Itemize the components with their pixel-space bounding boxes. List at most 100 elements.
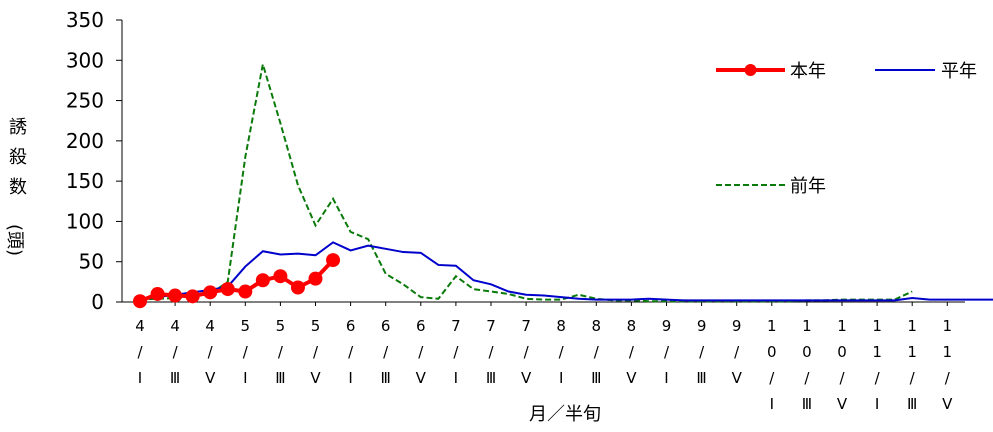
x-tick-label: 4 / Ⅰ	[135, 317, 145, 387]
x-tick-label-line: Ⅴ	[837, 395, 848, 413]
data-point	[255, 273, 270, 288]
x-tick-label-line: Ⅴ	[416, 369, 427, 387]
x-tick-label: 6 / Ⅰ	[346, 317, 356, 387]
x-tick-label: 9 / Ⅲ	[696, 317, 706, 387]
x-tick-label-line: /	[664, 343, 670, 361]
y-axis-label-char: 誘	[9, 117, 27, 138]
x-tick-label-line: 5	[241, 317, 251, 335]
data-point	[133, 294, 147, 309]
x-tick-label-line: 1	[907, 317, 917, 335]
data-point	[238, 284, 253, 299]
x-tick-label: 6 / Ⅴ	[416, 317, 427, 387]
x-tick-label-line: 1	[872, 317, 882, 335]
x-tick-label-line: Ⅰ	[770, 395, 774, 413]
axes	[121, 20, 965, 303]
series-average-year	[139, 241, 993, 302]
x-tick-label: 1 0 / Ⅴ	[837, 317, 848, 413]
y-axis-label-char: 数	[9, 177, 27, 198]
x-tick-label-line: 4	[205, 317, 215, 335]
x-tick-label-line: Ⅲ	[381, 369, 391, 387]
x-tick-label: 1 1 / Ⅰ	[872, 317, 882, 413]
x-tick-label-line: 8	[556, 317, 566, 335]
data-point	[308, 271, 323, 286]
x-tick-label-line: 1	[907, 343, 917, 361]
x-tick-label-line: 9	[732, 317, 742, 335]
x-tick-label: 6 / Ⅲ	[381, 317, 391, 387]
x-tick-label-line: /	[278, 343, 284, 361]
x-tick-label-line: /	[173, 343, 179, 361]
x-tick-label-line: 4	[170, 317, 180, 335]
x-tick-label-line: Ⅴ	[521, 369, 532, 387]
x-tick-label: 7 / Ⅴ	[521, 317, 532, 387]
x-tick-label-line: /	[699, 343, 705, 361]
x-tick-label-line: 6	[416, 317, 426, 335]
x-tick-label-line: /	[594, 343, 600, 361]
x-tick-label-line: /	[945, 369, 951, 387]
data-point	[168, 288, 183, 303]
x-tick-label: 5 / Ⅴ	[310, 317, 321, 387]
x-tick-label: 4 / Ⅲ	[170, 317, 180, 387]
legend-item: 前年	[716, 176, 826, 197]
x-tick-label-line: /	[804, 369, 810, 387]
x-tick-label-line: 7	[521, 317, 531, 335]
legend-label: 平年	[941, 61, 977, 82]
x-tick-label: 5 / Ⅲ	[275, 317, 285, 387]
x-tick-label-line: Ⅲ	[275, 369, 285, 387]
data-point	[185, 289, 200, 304]
x-tick-label-line: Ⅲ	[907, 395, 917, 413]
x-tick-label-line: Ⅲ	[591, 369, 601, 387]
x-tick-label-line: /	[488, 343, 494, 361]
x-tick-label-line: Ⅰ	[348, 369, 352, 387]
x-tick-label-line: /	[348, 343, 354, 361]
x-tick-label-line: Ⅰ	[875, 395, 879, 413]
x-tick-label: 1 0 / Ⅲ	[802, 317, 812, 413]
x-tick-label-line: Ⅴ	[205, 369, 216, 387]
x-tick-label-line: /	[769, 369, 775, 387]
data-point	[150, 286, 165, 301]
data-point	[273, 269, 288, 284]
legend-label: 前年	[790, 176, 826, 197]
x-tick-label-line: 0	[837, 343, 847, 361]
x-tick-label-line: 6	[346, 317, 356, 335]
x-tick-label: 5 / Ⅰ	[241, 317, 251, 387]
x-tick-label-line: Ⅰ	[243, 369, 247, 387]
x-tick-label-line: /	[839, 369, 845, 387]
x-tick-label-line: 1	[872, 343, 882, 361]
legend-marker	[744, 64, 757, 76]
x-tick-label-line: 9	[697, 317, 707, 335]
x-tick-label-line: 1	[943, 343, 953, 361]
y-axis-label: 誘 殺 数 (頭)	[4, 117, 27, 256]
plot-area	[133, 64, 993, 309]
y-tick-label: 0	[91, 290, 104, 314]
x-tick-label-line: Ⅴ	[310, 369, 321, 387]
x-tick-label-line: /	[453, 343, 459, 361]
x-tick-label-line: Ⅰ	[138, 369, 142, 387]
y-tick-label: 250	[66, 89, 104, 113]
x-tick-label-line: 8	[592, 317, 602, 335]
x-tick-label-line: /	[208, 343, 214, 361]
x-tick-label-line: Ⅴ	[732, 369, 743, 387]
y-tick-label: 350	[66, 8, 104, 32]
x-tick-label-line: Ⅴ	[626, 369, 637, 387]
x-tick-label-line: /	[418, 343, 424, 361]
x-tick-label-line: Ⅰ	[559, 369, 563, 387]
y-axis-label-char: 殺	[9, 147, 27, 168]
x-tick-label-line: 6	[381, 317, 391, 335]
series-line	[139, 241, 993, 302]
legend-label: 本年	[790, 61, 826, 82]
x-tick-label-line: Ⅲ	[696, 369, 706, 387]
x-tick-label-line: 8	[627, 317, 637, 335]
y-tick-label: 150	[66, 169, 104, 193]
x-tick-label-line: 1	[767, 317, 777, 335]
x-tick-label: 8 / Ⅰ	[556, 317, 566, 387]
x-tick-label: 7 / Ⅲ	[486, 317, 496, 387]
x-tick-label-line: 7	[451, 317, 461, 335]
x-tick-label-line: 1	[837, 317, 847, 335]
x-tick-label-line: /	[524, 343, 530, 361]
y-tick-label: 50	[79, 250, 104, 274]
x-tick-label-line: 0	[802, 343, 812, 361]
x-tick-label: 8 / Ⅴ	[626, 317, 637, 387]
y-tick-label: 100	[66, 209, 104, 233]
series-current-year	[133, 253, 341, 309]
